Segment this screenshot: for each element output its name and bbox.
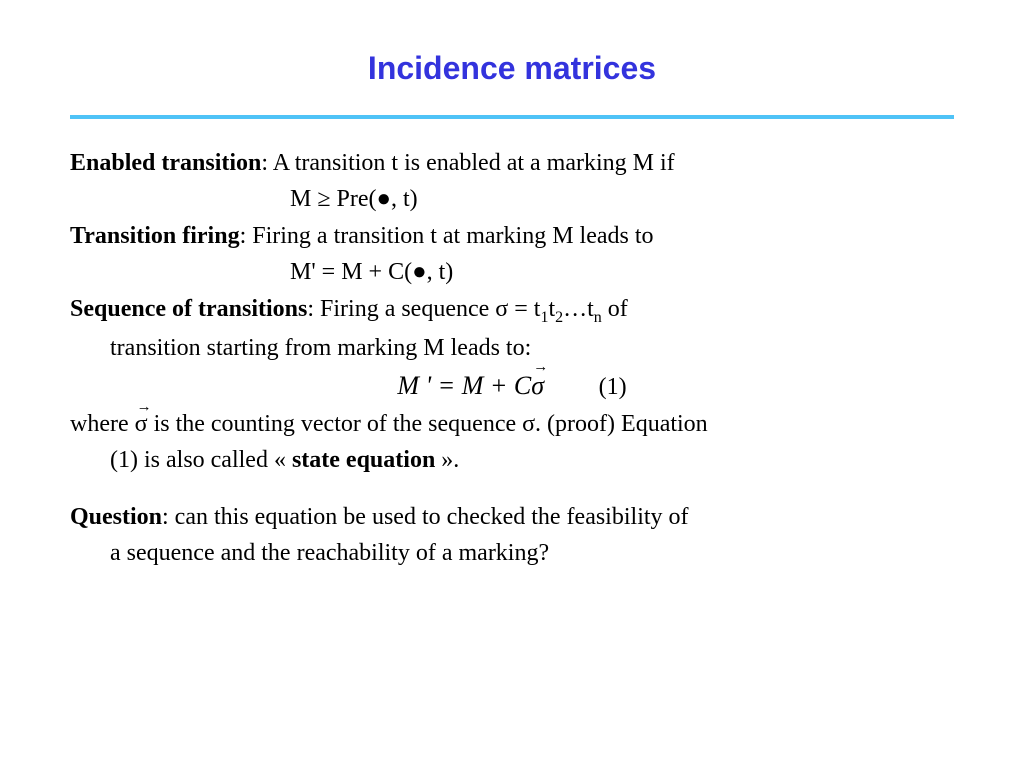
eq-plus: + — [490, 371, 508, 400]
spacer — [70, 481, 954, 501]
title-divider — [70, 115, 954, 119]
question-b: a sequence and the reachability of a mar… — [70, 537, 954, 569]
firing-text: : Firing a transition t at marking M lea… — [240, 223, 654, 249]
where-a: where — [70, 411, 135, 437]
sequence-def: Sequence of transitions: Firing a sequen… — [70, 293, 954, 328]
seq-text-b: of — [602, 296, 628, 322]
where-d: ». — [435, 447, 459, 473]
enabled-text: : A transition t is enabled at a marking… — [261, 150, 674, 176]
firing-def: Transition firing: Firing a transition t… — [70, 220, 954, 252]
where-b: is the counting vector of the sequence σ… — [148, 411, 708, 437]
where-c: (1) is also called « — [110, 447, 292, 473]
seq-mid2: …t — [563, 296, 594, 322]
seq-sub2: 2 — [555, 308, 563, 325]
slide-content: Enabled transition: A transition t is en… — [70, 147, 954, 569]
sigma-vector-icon-2: →σ — [135, 408, 148, 440]
seq-subn: n — [594, 308, 602, 325]
eq-M: M — [397, 371, 419, 400]
state-eq-bold: state equation — [292, 447, 435, 473]
seq-text-c: transition starting from marking M leads… — [70, 332, 954, 364]
eq-eq: = — [438, 371, 456, 400]
enabled-formula: M ≥ Pre(●, t) — [70, 183, 954, 215]
vector-arrow-icon: → — [533, 357, 548, 377]
slide-container: Incidence matrices Enabled transition: A… — [0, 0, 1024, 603]
slide-title: Incidence matrices — [70, 50, 954, 87]
state-equation: M ' = M + C→σ (1) — [70, 368, 954, 403]
question-a: : can this equation be used to checked t… — [162, 504, 689, 530]
eq-C: C — [507, 371, 531, 400]
firing-label: Transition firing — [70, 223, 240, 249]
seq-text-a: : Firing a sequence σ = t — [307, 296, 540, 322]
question-para: Question: can this equation be used to c… — [70, 501, 954, 533]
enabled-transition-def: Enabled transition: A transition t is en… — [70, 147, 954, 179]
eq-prime: ' — [419, 371, 438, 400]
vector-arrow-icon-2: → — [137, 397, 152, 417]
seq-label: Sequence of transitions — [70, 296, 307, 322]
eq-M2: M — [455, 371, 490, 400]
firing-formula: M' = M + C(●, t) — [70, 256, 954, 288]
where-clause: where →σ is the counting vector of the s… — [70, 408, 954, 440]
eq-number: (1) — [599, 374, 627, 400]
enabled-label: Enabled transition — [70, 150, 261, 176]
question-label: Question — [70, 504, 162, 530]
sigma-vector-icon: →σ — [531, 368, 544, 403]
where-line2: (1) is also called « state equation ». — [70, 444, 954, 476]
